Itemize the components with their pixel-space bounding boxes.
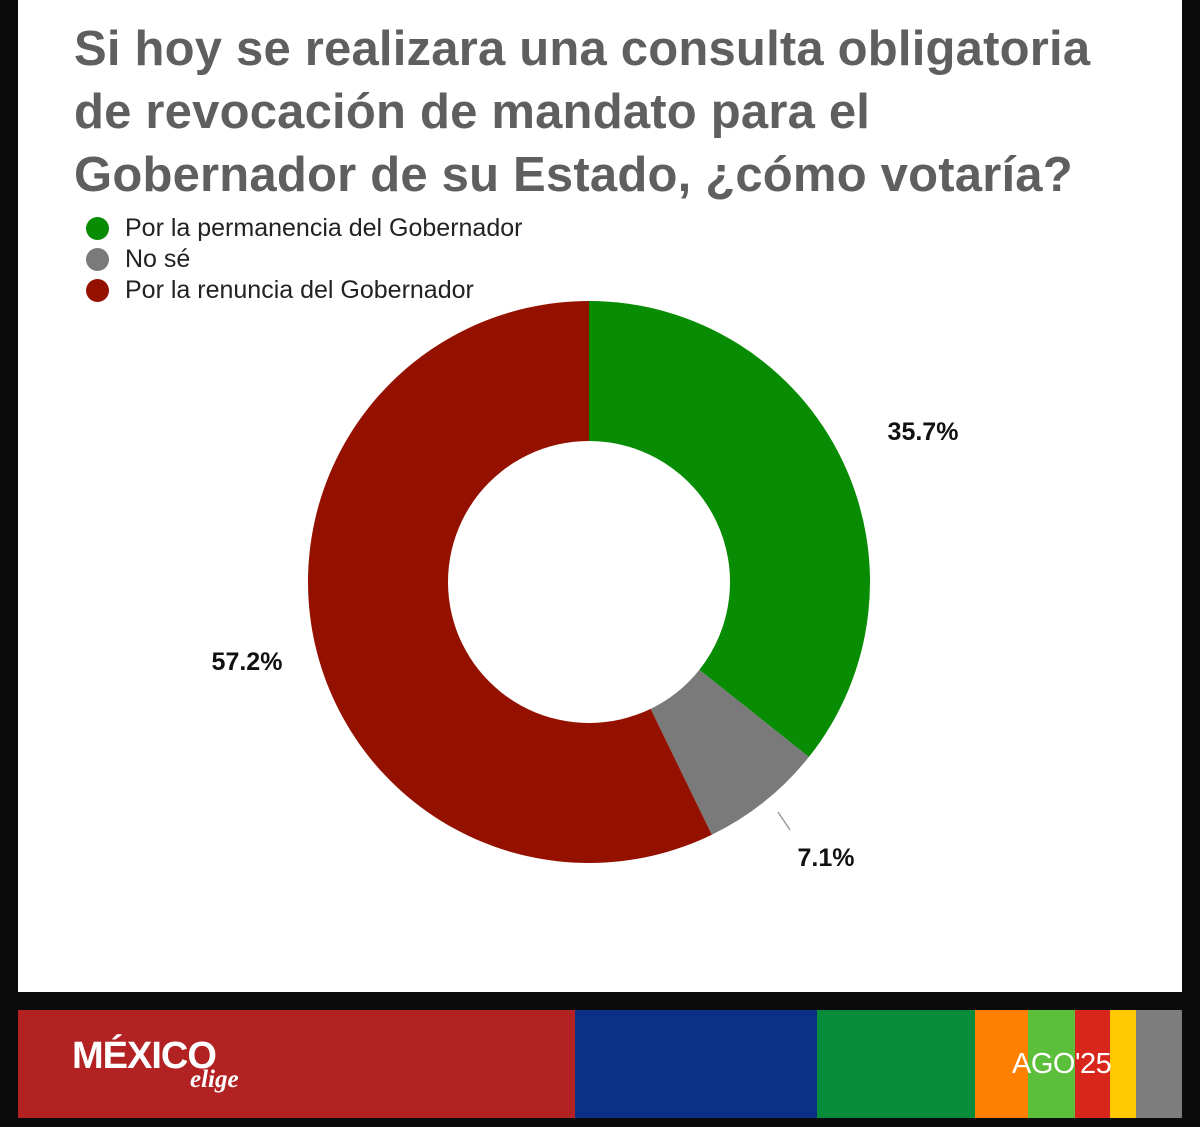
donut-slice xyxy=(589,301,870,758)
logo-subtitle: elige xyxy=(190,1066,239,1093)
legend-swatch-no-se xyxy=(86,248,109,271)
donut-slice xyxy=(307,301,712,863)
data-label: 57.2% xyxy=(212,648,283,676)
footer-band: MÉXICO elige xyxy=(18,1010,575,1118)
legend: Por la permanencia del Gobernador No sé … xyxy=(86,213,522,306)
legend-swatch-renuncia xyxy=(86,279,109,302)
footer-band xyxy=(817,1010,975,1118)
data-label: 35.7% xyxy=(888,418,959,446)
mexico-elige-logo: MÉXICO elige xyxy=(72,1035,239,1106)
label-leader-line xyxy=(777,811,791,831)
footer-band xyxy=(1075,1010,1110,1118)
legend-item: Por la permanencia del Gobernador xyxy=(86,213,522,244)
legend-swatch-permanencia xyxy=(86,217,109,240)
legend-item: Por la renuncia del Gobernador xyxy=(86,275,522,306)
logo-wordmark: MÉXICO xyxy=(72,1035,217,1077)
legend-label: Por la renuncia del Gobernador xyxy=(125,276,474,304)
donut-chart: 35.7% 7.1% 57.2% xyxy=(212,301,959,872)
legend-label: No sé xyxy=(125,245,191,273)
footer-band xyxy=(1028,1010,1075,1118)
chart-card: Si hoy se realizara una consulta obligat… xyxy=(18,0,1182,992)
footer-band xyxy=(1136,1010,1182,1118)
footer-band xyxy=(975,1010,1028,1118)
donut-slice xyxy=(650,669,809,835)
data-label: 7.1% xyxy=(798,844,855,872)
legend-item: No sé xyxy=(86,244,522,275)
date-badge: AGO'25 xyxy=(1012,1048,1112,1080)
legend-label: Por la permanencia del Gobernador xyxy=(125,214,523,242)
footer-band xyxy=(575,1010,817,1118)
footer-band xyxy=(1110,1010,1136,1118)
footer-banner: MÉXICO elige AGO'25 xyxy=(18,1010,1182,1118)
chart-title: Si hoy se realizara una consulta obligat… xyxy=(74,22,1091,202)
